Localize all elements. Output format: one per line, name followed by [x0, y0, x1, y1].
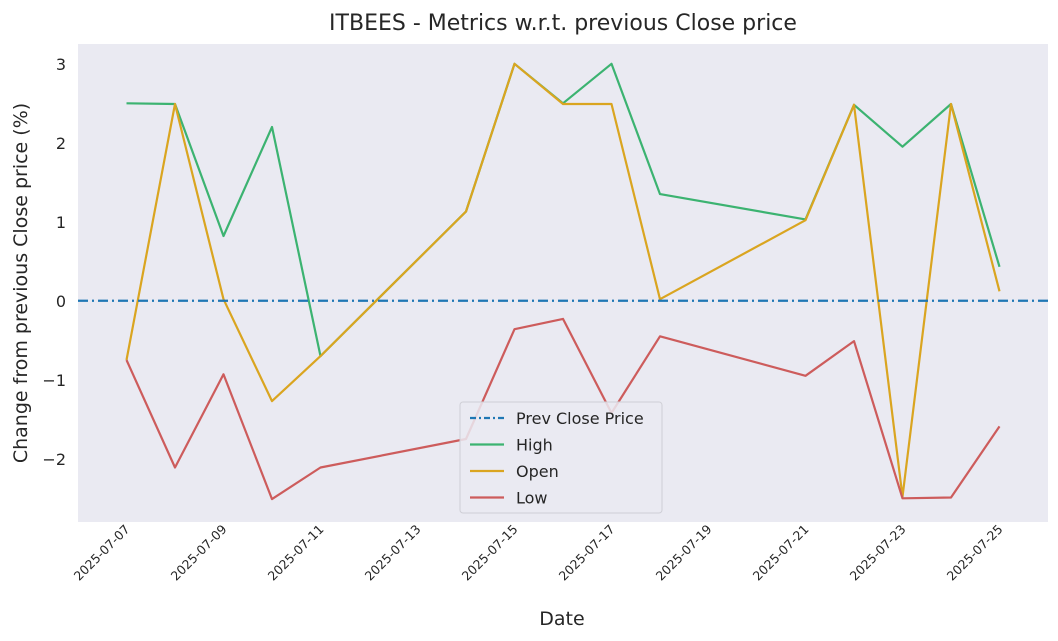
y-tick-label: −2	[42, 450, 66, 469]
legend-label: High	[516, 436, 553, 455]
y-axis-ticks: −2 −1 0 1 2 3	[42, 55, 66, 469]
legend-box	[459, 401, 663, 514]
x-tick-label: 2025-07-19	[653, 521, 715, 583]
x-tick-label: 2025-07-25	[944, 522, 1006, 584]
x-tick-label: 2025-07-09	[168, 521, 230, 583]
x-axis-label: Date	[539, 608, 584, 630]
x-tick-label: 2025-07-07	[71, 522, 133, 584]
legend-label: Low	[516, 489, 548, 508]
x-tick-label: 2025-07-17	[556, 522, 618, 584]
y-tick-label: 3	[56, 55, 66, 74]
y-tick-label: 0	[56, 292, 66, 311]
legend-label: Prev Close Price	[516, 409, 644, 428]
legend-label: Open	[516, 462, 559, 481]
x-axis-ticks: 2025-07-07 2025-07-09 2025-07-11 2025-07-13…	[71, 521, 1006, 583]
x-tick-label: 2025-07-23	[847, 522, 909, 584]
x-tick-label: 2025-07-13	[362, 522, 424, 584]
y-tick-label: 1	[56, 213, 66, 232]
series-line-low	[125, 317, 1001, 501]
y-tick-label: −1	[42, 371, 66, 390]
x-tick-label: 2025-07-21	[750, 522, 812, 584]
y-tick-label: 2	[56, 134, 66, 153]
series-layer	[78, 62, 1048, 501]
chart-title: ITBEES - Metrics w.r.t. previous Close p…	[329, 11, 797, 36]
y-axis-label: Change from previous Close price (%)	[10, 103, 32, 463]
legend: Prev Close Price High Open Low	[459, 401, 663, 514]
x-tick-label: 2025-07-11	[265, 522, 327, 584]
x-tick-label: 2025-07-15	[459, 522, 521, 584]
series-line-open	[125, 62, 1001, 498]
